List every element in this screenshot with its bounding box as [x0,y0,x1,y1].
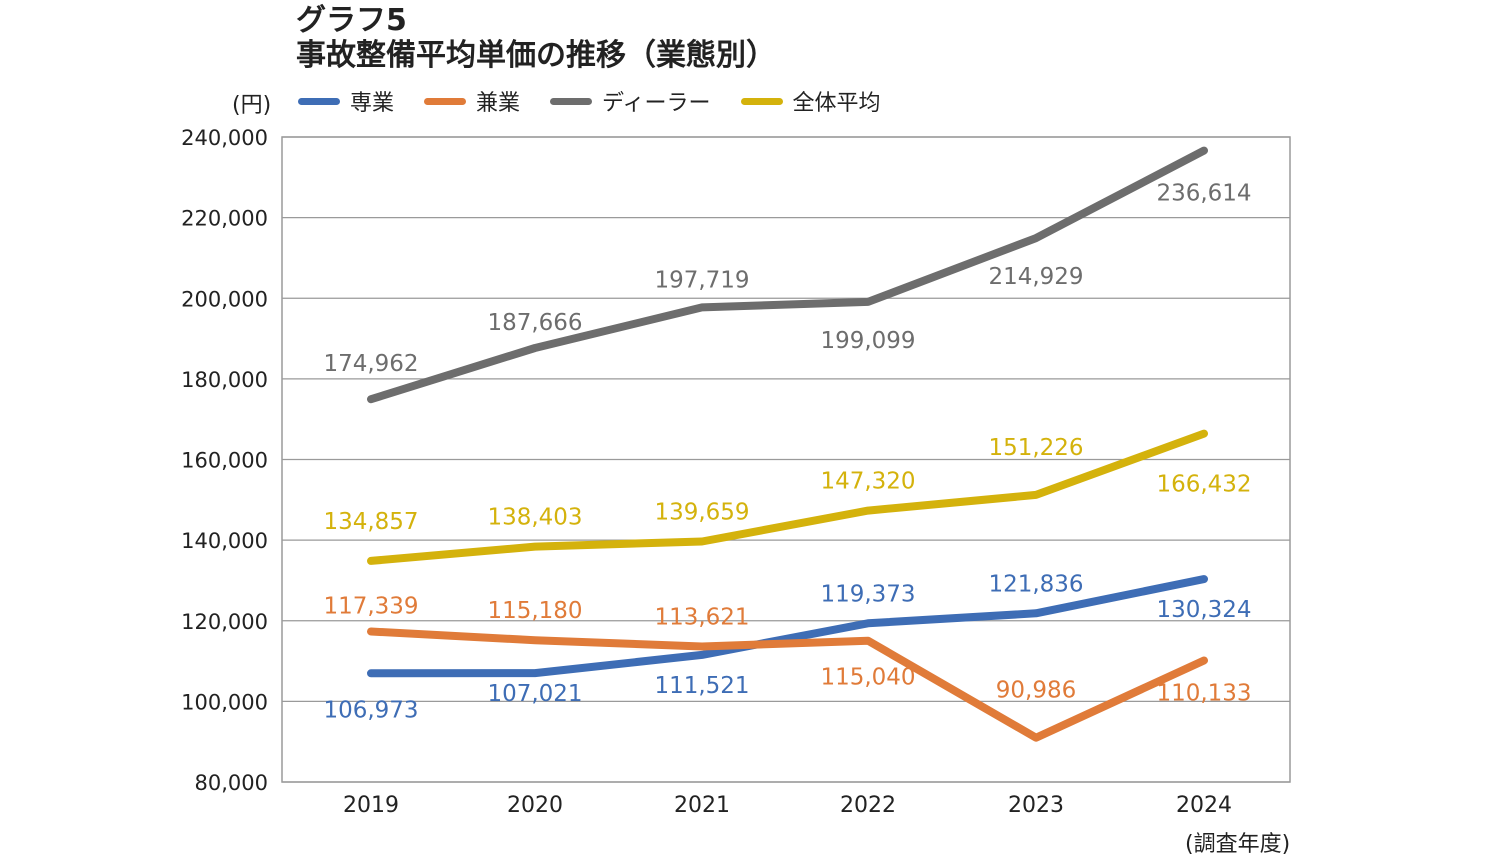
x-tick-label: 2022 [840,793,896,818]
y-tick-label: 140,000 [181,529,268,553]
data-label: 174,962 [323,351,418,377]
data-label: 107,021 [487,681,582,707]
y-tick-label: 200,000 [181,287,268,311]
legend-label: 全体平均 [792,91,881,116]
chart-title: グラフ5 [296,3,407,38]
data-label: 214,929 [988,264,1083,290]
y-tick-label: 120,000 [181,610,268,634]
legend-item-dealer: ディーラー [550,85,711,117]
chart-title-block: グラフ5 事故整備平均単価の推移（業態別） [296,4,776,74]
y-tick-label: 220,000 [181,207,268,231]
plot-frame [281,136,1291,783]
data-label: 166,432 [1156,472,1251,498]
legend-swatch [550,97,593,105]
legend-item-kengyo: 兼業 [424,85,520,117]
x-tick-label: 2019 [343,793,399,818]
y-tick-label: 160,000 [181,449,268,473]
x-tick-label: 2020 [507,793,563,818]
legend-swatch [740,97,783,105]
legend-label: ディーラー [602,91,711,116]
data-label: 134,857 [323,509,418,535]
legend-item-senngyo: 専業 [298,85,394,117]
data-label: 110,133 [1156,681,1251,707]
y-axis-unit-label: (円) [232,93,272,118]
data-label: 139,659 [654,499,749,525]
legend-label: 兼業 [476,91,521,116]
data-label: 117,339 [323,593,418,619]
data-label: 138,403 [487,505,582,531]
x-tick-label: 2021 [674,793,730,818]
data-label: 151,226 [988,435,1083,461]
series-line [367,146,1208,404]
y-tick-label: 180,000 [181,368,268,392]
x-axis-unit-label: (調査年度) [1185,832,1291,857]
data-label: 90,986 [996,678,1076,704]
data-label: 115,180 [487,598,582,624]
series-line [367,575,1208,678]
legend: 専業 兼業 ディーラー 全体平均 [298,85,881,117]
x-tick-label: 2024 [1176,793,1232,818]
y-tick-label: 100,000 [181,690,268,714]
data-label: 187,666 [487,310,582,336]
data-label: 119,373 [820,581,915,607]
data-label: 147,320 [820,469,915,495]
legend-item-average: 全体平均 [740,85,881,117]
data-label: 111,521 [654,673,749,699]
y-tick-label: 80,000 [195,771,268,795]
series-line [367,429,1208,565]
series-line [367,627,1208,742]
legend-swatch [298,97,340,105]
data-label: 115,040 [820,665,915,691]
legend-label: 専業 [350,91,395,116]
y-tick-label: 240,000 [181,126,268,150]
data-label: 199,099 [820,328,915,354]
data-label: 130,324 [1156,597,1251,623]
data-label: 197,719 [654,267,749,293]
data-label: 121,836 [988,571,1083,597]
x-tick-label: 2023 [1008,793,1064,818]
legend-swatch [424,97,467,105]
data-label: 106,973 [323,697,418,723]
chart-subtitle: 事故整備平均単価の推移（業態別） [296,38,776,73]
data-label: 113,621 [654,604,749,630]
data-label: 236,614 [1156,181,1251,207]
